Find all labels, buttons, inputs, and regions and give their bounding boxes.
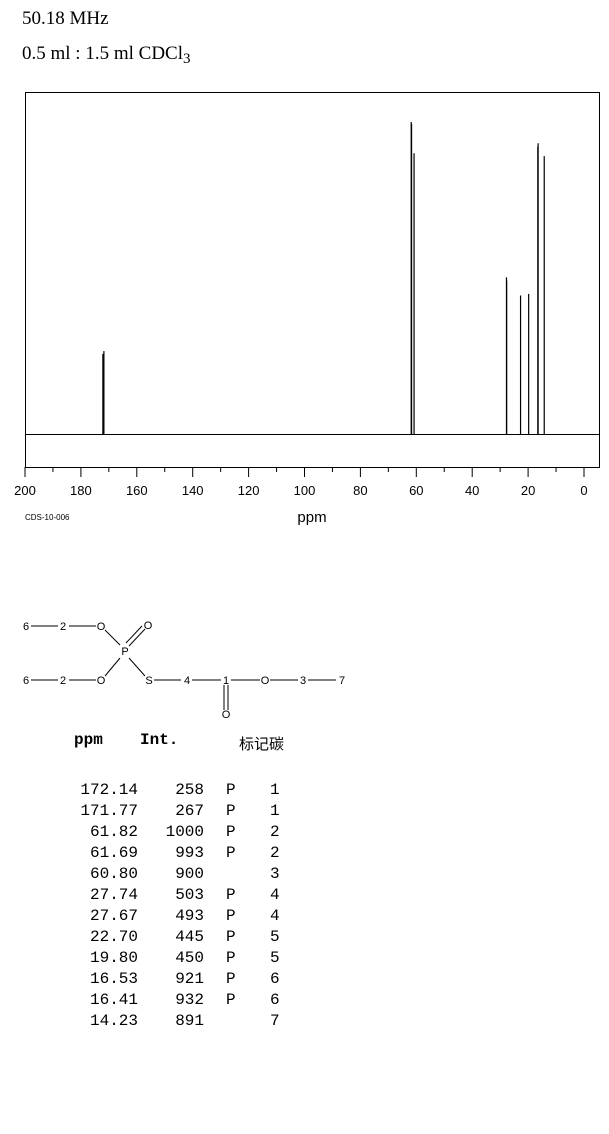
cell-int: 503 bbox=[175, 886, 204, 904]
cell-carbon: 3 bbox=[270, 865, 280, 883]
header-ppm: ppm bbox=[74, 731, 103, 749]
cell-int: 891 bbox=[175, 1012, 204, 1030]
structure-bonds bbox=[31, 625, 336, 710]
cell-ppm: 172.14 bbox=[80, 781, 138, 799]
cell-int: 267 bbox=[175, 802, 204, 820]
x-tick-label: 80 bbox=[353, 483, 367, 498]
atom-o-bottom: O bbox=[97, 675, 106, 687]
cell-ppm: 22.70 bbox=[89, 928, 138, 946]
cell-ppm: 27.67 bbox=[89, 907, 138, 925]
plot-frame bbox=[25, 92, 600, 468]
atom-p: P bbox=[121, 646, 128, 658]
atom-o-top: O bbox=[97, 621, 106, 633]
cell-carbon: 6 bbox=[270, 970, 280, 988]
cell-int: 258 bbox=[175, 781, 204, 799]
atom-2-bottom: 2 bbox=[60, 675, 66, 687]
cell-flag: P bbox=[226, 949, 236, 967]
atom-o-ester: O bbox=[261, 675, 270, 687]
cell-int: 932 bbox=[175, 991, 204, 1009]
cell-int: 445 bbox=[175, 928, 204, 946]
cell-carbon: 1 bbox=[270, 781, 280, 799]
cell-flag: P bbox=[226, 928, 236, 946]
header-carbon: 标记碳 bbox=[239, 735, 285, 753]
spectrum-code: CDS-10-006 bbox=[25, 513, 70, 522]
header-int: Int. bbox=[140, 731, 179, 749]
cell-flag: P bbox=[226, 781, 236, 799]
cell-flag: P bbox=[226, 970, 236, 988]
molecular-structure: 6 2 O O P 6 2 O S 4 1 O 3 7 O bbox=[23, 620, 345, 721]
cell-flag: P bbox=[226, 907, 236, 925]
cell-int: 993 bbox=[175, 844, 204, 862]
cell-int: 900 bbox=[175, 865, 204, 883]
solvent-subscript: 3 bbox=[183, 51, 191, 67]
nmr-spectrum-chart: 200 180 160 140 120 100 80 60 40 20 0 ppm CDS-10-0… bbox=[14, 92, 600, 526]
x-tick-label: 140 bbox=[182, 483, 204, 498]
x-tick-label: 120 bbox=[238, 483, 260, 498]
atom-o-carbonyl: O bbox=[222, 709, 231, 721]
cell-carbon: 4 bbox=[270, 886, 280, 904]
cell-ppm: 61.82 bbox=[89, 823, 138, 841]
cell-carbon: 7 bbox=[270, 1012, 280, 1030]
cell-int: 1000 bbox=[165, 823, 204, 841]
atom-6-bottom: 6 bbox=[23, 675, 29, 687]
atom-1: 1 bbox=[223, 675, 229, 687]
cell-carbon: 2 bbox=[270, 823, 280, 841]
cell-carbon: 4 bbox=[270, 907, 280, 925]
solvent-info: 0.5 ml : 1.5 ml CDCl3 bbox=[22, 43, 191, 67]
cell-carbon: 2 bbox=[270, 844, 280, 862]
cell-flag: P bbox=[226, 991, 236, 1009]
cell-ppm: 171.77 bbox=[80, 802, 138, 820]
cell-flag: P bbox=[226, 844, 236, 862]
x-tick-label: 0 bbox=[580, 483, 587, 498]
cell-int: 493 bbox=[175, 907, 204, 925]
cell-carbon: 6 bbox=[270, 991, 280, 1009]
x-axis-ticks: 200 180 160 140 120 100 80 60 40 20 0 bbox=[14, 467, 588, 498]
cell-carbon: 5 bbox=[270, 928, 280, 946]
x-tick-label: 200 bbox=[14, 483, 36, 498]
atom-3: 3 bbox=[300, 675, 306, 687]
atom-4: 4 bbox=[184, 675, 190, 687]
cell-flag: P bbox=[226, 886, 236, 904]
cell-ppm: 27.74 bbox=[89, 886, 138, 904]
cell-int: 450 bbox=[175, 949, 204, 967]
x-tick-label: 180 bbox=[70, 483, 92, 498]
atom-7: 7 bbox=[339, 675, 345, 687]
peak-group bbox=[102, 122, 545, 435]
x-tick-label: 60 bbox=[409, 483, 423, 498]
cell-ppm: 14.23 bbox=[89, 1012, 138, 1030]
atom-2-top: 2 bbox=[60, 621, 66, 633]
cell-ppm: 16.41 bbox=[89, 991, 138, 1009]
cell-ppm: 19.80 bbox=[89, 949, 138, 967]
atom-6-top: 6 bbox=[23, 621, 29, 633]
x-tick-label: 20 bbox=[521, 483, 535, 498]
cell-carbon: 1 bbox=[270, 802, 280, 820]
atom-o-double: O bbox=[144, 620, 153, 632]
cell-flag: P bbox=[226, 802, 236, 820]
cell-flag: P bbox=[226, 823, 236, 841]
x-axis-label: ppm bbox=[297, 509, 326, 526]
cell-ppm: 60.80 bbox=[89, 865, 138, 883]
spectrometer-frequency: 50.18 MHz bbox=[22, 8, 109, 29]
x-tick-label: 40 bbox=[465, 483, 479, 498]
cell-int: 921 bbox=[175, 970, 204, 988]
x-tick-label: 160 bbox=[126, 483, 148, 498]
atom-s: S bbox=[145, 675, 152, 687]
x-tick-label: 100 bbox=[294, 483, 316, 498]
cell-carbon: 5 bbox=[270, 949, 280, 967]
cell-ppm: 16.53 bbox=[89, 970, 138, 988]
solvent-text: 0.5 ml : 1.5 ml CDCl bbox=[22, 43, 183, 64]
cell-ppm: 61.69 bbox=[89, 844, 138, 862]
